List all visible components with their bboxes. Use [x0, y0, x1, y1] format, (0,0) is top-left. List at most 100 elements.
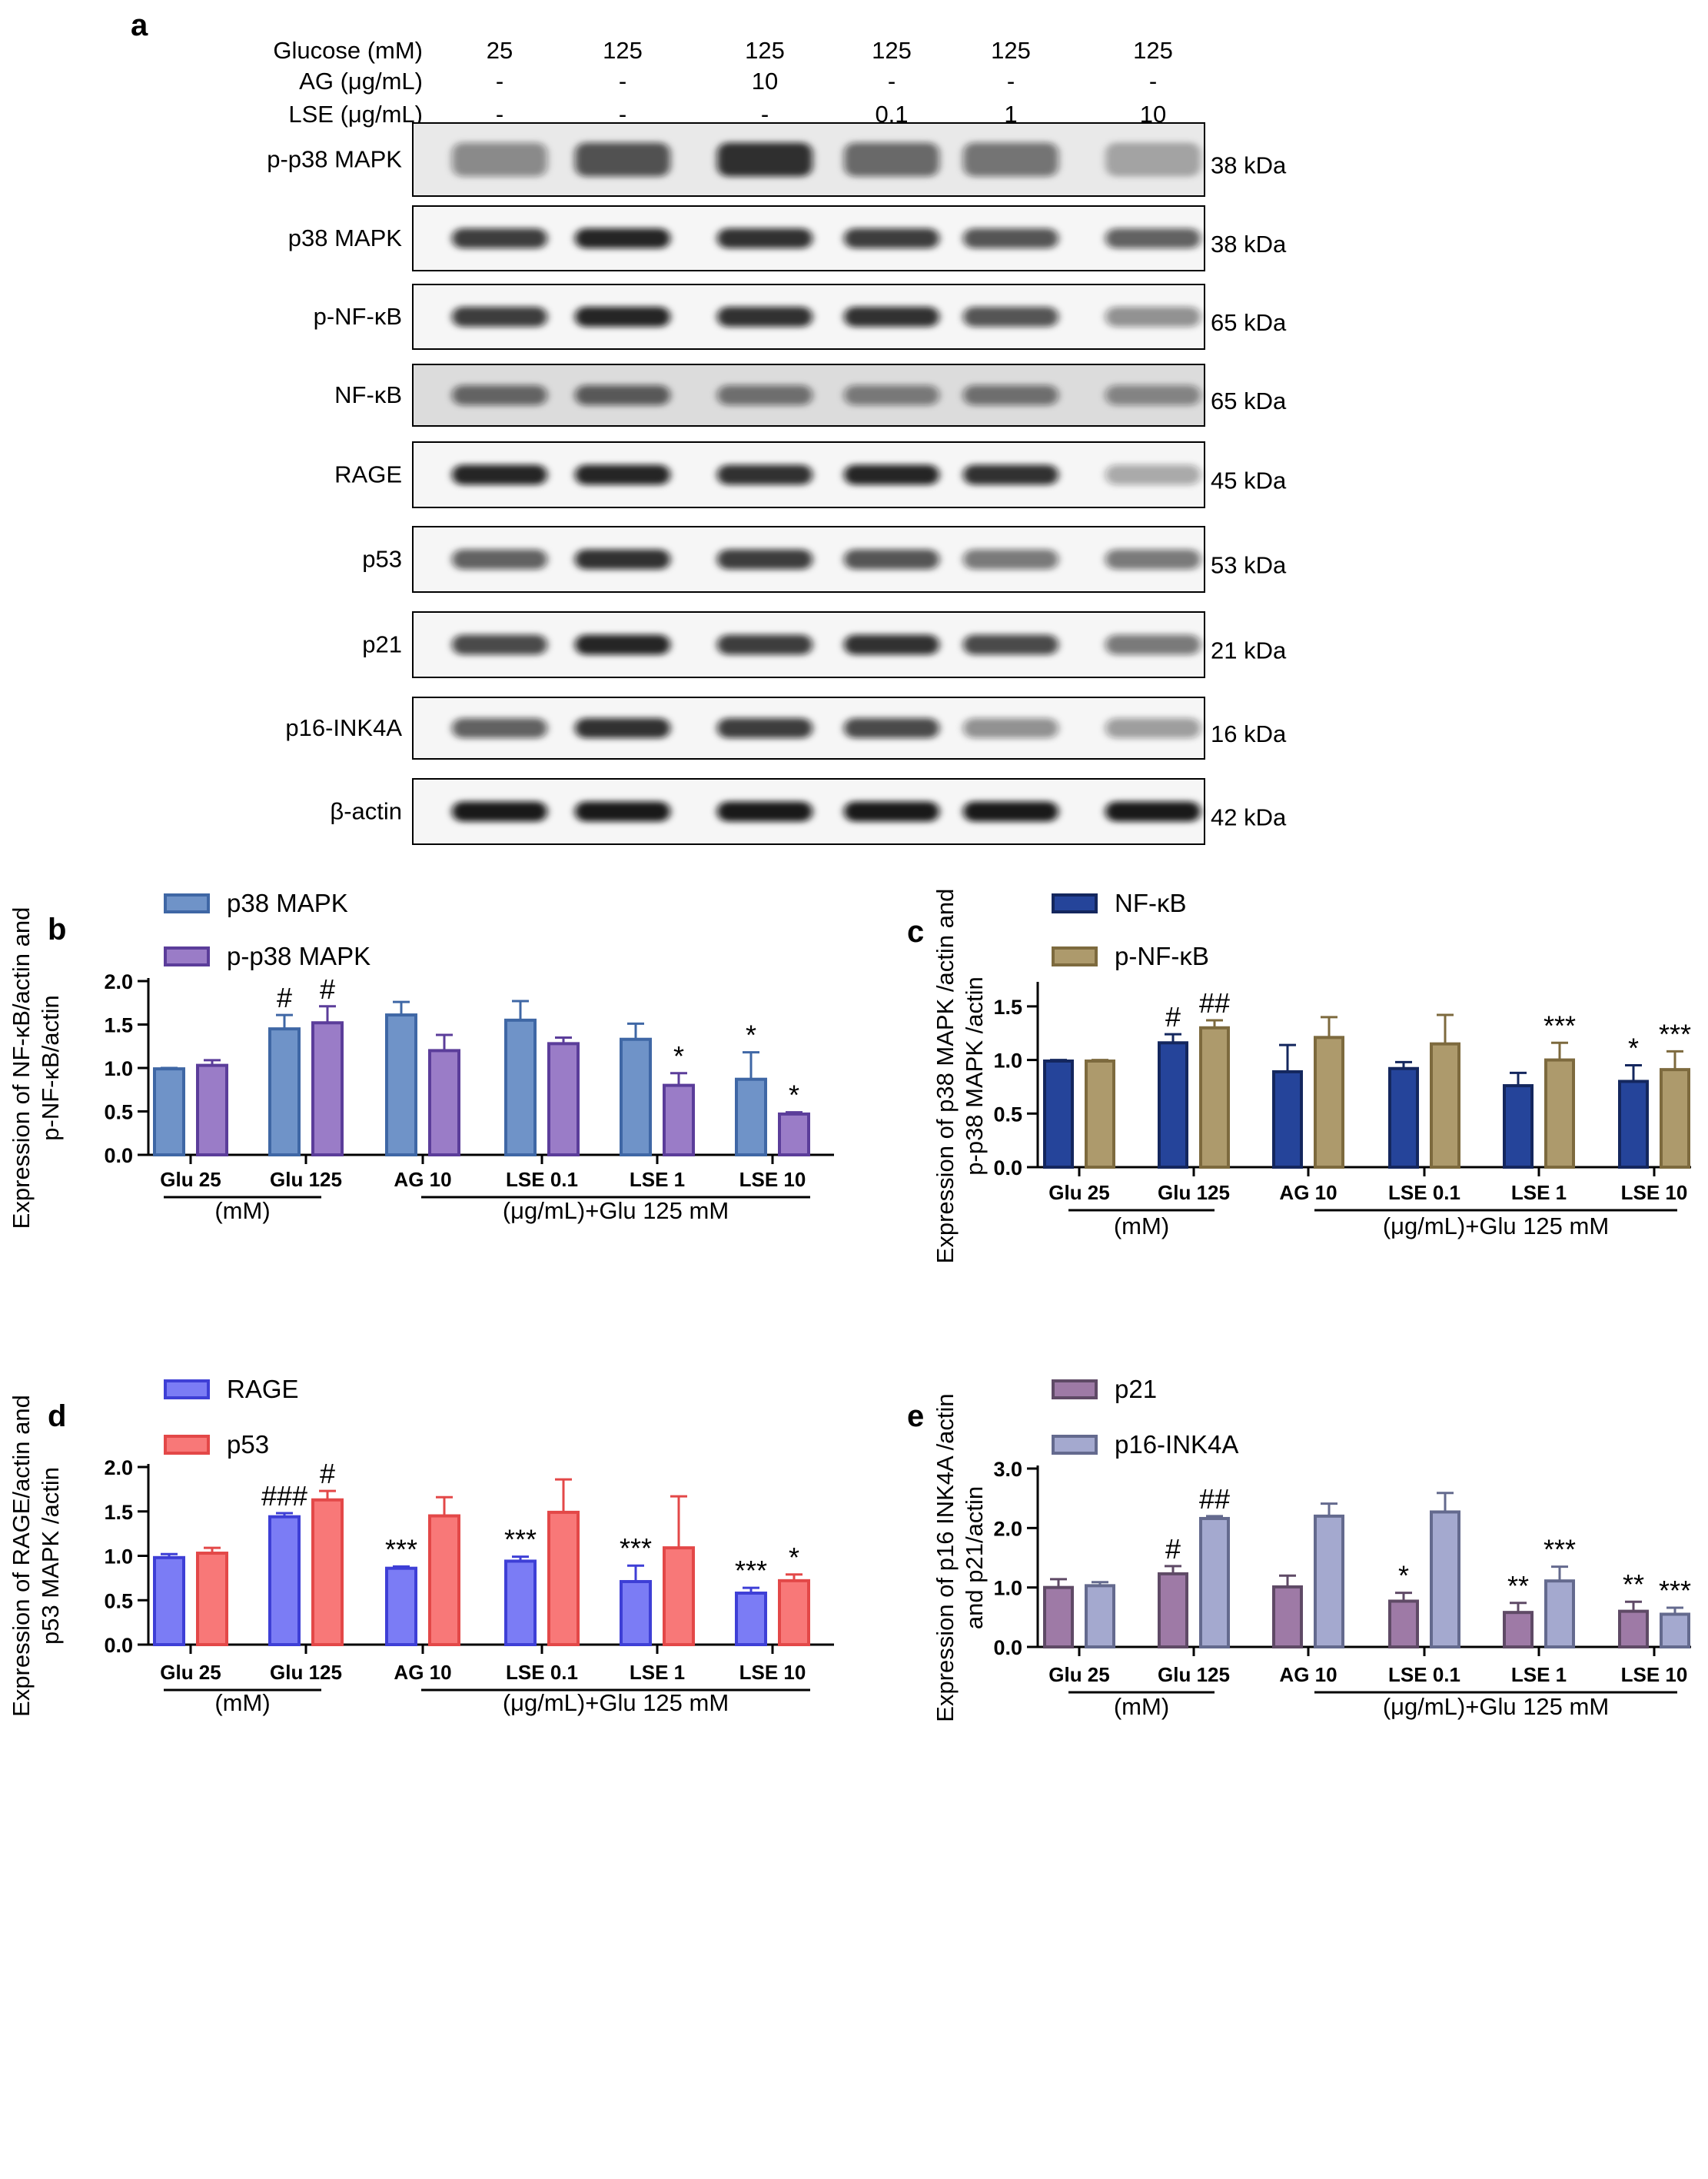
legend-swatch [164, 1379, 210, 1399]
blot-band [1105, 464, 1201, 485]
bar [1660, 1068, 1690, 1169]
bar [663, 1083, 695, 1156]
bar [1544, 1579, 1575, 1648]
protein-label: p21 [362, 631, 402, 658]
blot-band [844, 801, 939, 822]
legend-label: p-p38 MAPK [227, 942, 371, 970]
panel-letter: c [907, 915, 924, 949]
bar [620, 1037, 652, 1156]
significance-label: # [1165, 1533, 1181, 1565]
y-axis-label: Expression of p16 INK4A /actin [932, 1393, 959, 1722]
condition-label: AG (μg/mL) [299, 68, 423, 95]
blot-band [844, 228, 939, 248]
x-tick-label: LSE 1 [1511, 1663, 1567, 1686]
significance-label: * [1628, 1033, 1639, 1064]
legend-swatch [164, 946, 210, 966]
y-tick-label: 2.0 [993, 1517, 1022, 1540]
x-tick-label: AG 10 [394, 1168, 451, 1191]
group-label: (μg/mL)+Glu 125 mM [503, 1689, 729, 1716]
protein-label: p16-INK4A [285, 714, 402, 741]
bar [1430, 1510, 1460, 1649]
significance-label: ** [1623, 1569, 1644, 1600]
blot-band [717, 385, 812, 405]
blot-band [717, 801, 812, 822]
x-tick-label: Glu 25 [160, 1168, 221, 1191]
condition-value: 125 [1133, 37, 1173, 64]
x-tick-label: LSE 10 [1621, 1663, 1688, 1686]
blot-band [1105, 801, 1201, 822]
condition-value: - [1007, 68, 1015, 95]
bar [153, 1067, 185, 1157]
significance-label: *** [385, 1533, 417, 1565]
significance-label: * [1398, 1560, 1409, 1592]
group-label: (μg/mL)+Glu 125 mM [503, 1197, 729, 1224]
kda-label: 38 kDa [1211, 231, 1287, 258]
bar [428, 1049, 460, 1157]
group-label: (mM) [214, 1689, 270, 1716]
chart-e: e p21 p16-INK4A 0.0 1.0 2.0 3.0 Expression of p… [907, 1375, 1691, 1722]
blot-band [963, 464, 1058, 485]
bar [385, 1013, 417, 1156]
bar [428, 1514, 460, 1647]
bar [1388, 1599, 1419, 1649]
condition-value: - [619, 101, 626, 128]
y-tick-label: 2.0 [104, 1456, 133, 1479]
condition-value: 125 [991, 37, 1031, 64]
protein-label: β-actin [330, 798, 402, 825]
y-tick-label: 1.5 [104, 1014, 133, 1037]
x-tick-label: LSE 1 [630, 1661, 685, 1684]
blot-band [575, 307, 670, 327]
blot-band [1105, 718, 1201, 738]
x-tick-label: Glu 25 [1048, 1663, 1109, 1686]
y-axis-label: Expression of p38 MAPK /actin and [932, 889, 959, 1264]
bar [504, 1559, 537, 1647]
y-tick-label: 0.5 [104, 1101, 133, 1124]
y-tick-label: 1.0 [993, 1577, 1022, 1600]
y-axis-label: p-p38 MAPK /actin [961, 976, 988, 1175]
protein-label: RAGE [334, 461, 402, 488]
legend-swatch [164, 893, 210, 913]
significance-label: ## [1199, 1483, 1230, 1515]
significance-label: ### [261, 1480, 307, 1512]
bar [1503, 1084, 1534, 1169]
bar [547, 1042, 580, 1156]
blot-band [452, 228, 547, 248]
bar [1314, 1514, 1344, 1649]
bar [311, 1021, 344, 1156]
kda-label: 45 kDa [1211, 467, 1287, 494]
significance-label: ** [1507, 1570, 1529, 1602]
bar [1043, 1585, 1074, 1649]
x-tick-label: LSE 10 [1621, 1181, 1688, 1204]
y-tick-label: 1.5 [104, 1501, 133, 1524]
bar [547, 1510, 580, 1647]
y-tick-label: 0.5 [993, 1103, 1022, 1126]
significance-label: *** [1544, 1010, 1576, 1041]
kda-label: 16 kDa [1211, 720, 1287, 747]
legend-label: RAGE [227, 1375, 299, 1403]
bar [1043, 1059, 1074, 1169]
group-label: (mM) [1114, 1213, 1169, 1239]
y-tick-label: 1.0 [104, 1057, 133, 1080]
significance-label: *** [1659, 1018, 1691, 1050]
x-tick-label: AG 10 [1279, 1663, 1337, 1686]
blot-band [1105, 228, 1201, 248]
blot-band [452, 307, 547, 327]
protein-label: p-p38 MAPK [267, 146, 402, 173]
western-blot-panel: a Glucose (mM) 25 125 125 125 125 125 AG (μg/mL… [131, 8, 1287, 845]
x-tick-label: Glu 25 [160, 1661, 221, 1684]
blot-band [1105, 142, 1201, 177]
bar [1503, 1611, 1534, 1649]
blot-band [717, 549, 812, 570]
blot-band [963, 801, 1058, 822]
blot-band [963, 307, 1058, 327]
legend-swatch [164, 1435, 210, 1455]
condition-value: 125 [745, 37, 785, 64]
y-tick-label: 1.0 [104, 1545, 133, 1569]
significance-label: ## [1199, 987, 1230, 1019]
condition-value: - [496, 68, 503, 95]
x-tick-label: AG 10 [394, 1661, 451, 1684]
blot-band [452, 464, 547, 485]
significance-label: * [789, 1542, 799, 1573]
blot-band [452, 385, 547, 405]
bar [663, 1546, 695, 1646]
